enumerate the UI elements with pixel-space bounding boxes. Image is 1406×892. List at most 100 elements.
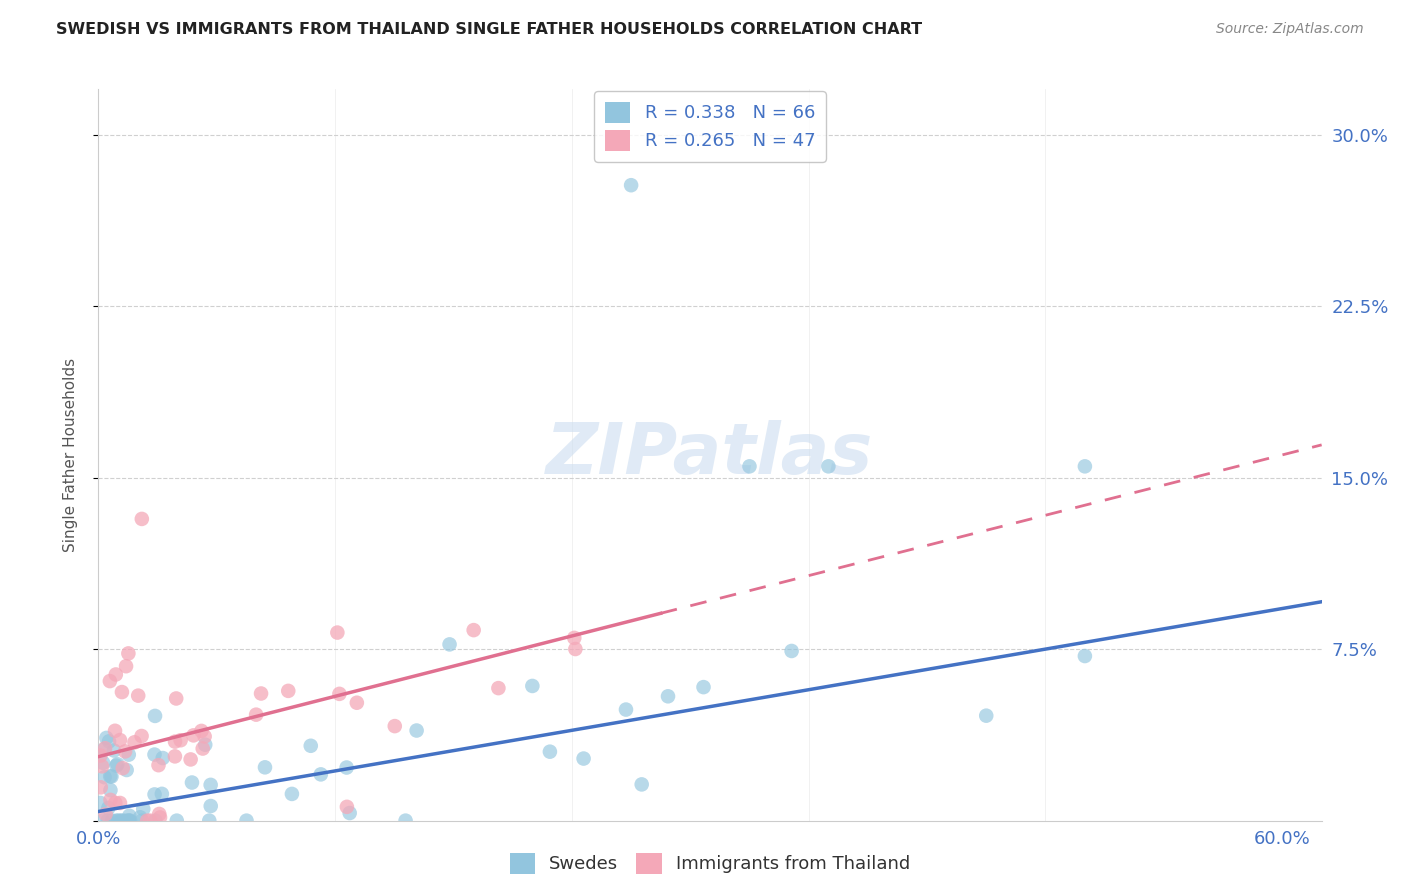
Point <box>115 763 138 777</box>
Point <box>98 674 121 689</box>
Point <box>100 770 122 784</box>
Point <box>780 644 803 658</box>
Point <box>94 741 117 756</box>
Point <box>657 690 679 704</box>
Point <box>91 756 114 770</box>
Point <box>522 679 544 693</box>
Point <box>129 810 152 824</box>
Point <box>336 760 359 774</box>
Point <box>339 805 361 820</box>
Point <box>149 810 172 824</box>
Point <box>1074 648 1097 663</box>
Point <box>194 738 217 752</box>
Point <box>738 459 761 474</box>
Point <box>191 741 214 756</box>
Point <box>277 684 299 698</box>
Point <box>630 777 652 791</box>
Point <box>200 799 222 814</box>
Point <box>100 783 122 797</box>
Point <box>309 767 332 781</box>
Point <box>93 742 115 756</box>
Point <box>93 770 115 784</box>
Point <box>89 748 111 763</box>
Point <box>115 659 138 673</box>
Point <box>105 757 128 772</box>
Point <box>131 814 153 828</box>
Text: SWEDISH VS IMMIGRANTS FROM THAILAND SINGLE FATHER HOUSEHOLDS CORRELATION CHART: SWEDISH VS IMMIGRANTS FROM THAILAND SING… <box>56 22 922 37</box>
Point <box>190 723 212 738</box>
Point <box>183 728 205 742</box>
Point <box>90 780 112 795</box>
Point <box>101 814 124 828</box>
Point <box>180 752 202 766</box>
Point <box>572 751 595 765</box>
Point <box>120 814 142 828</box>
Point <box>328 687 350 701</box>
Point <box>117 814 139 828</box>
Point <box>326 625 349 640</box>
Point <box>97 801 120 815</box>
Point <box>118 814 141 828</box>
Point <box>166 814 188 828</box>
Point <box>110 814 132 828</box>
Point <box>235 814 257 828</box>
Point <box>169 733 191 747</box>
Point <box>105 814 128 828</box>
Point <box>114 814 136 828</box>
Point <box>103 743 125 757</box>
Point <box>104 723 127 738</box>
Point <box>250 686 273 700</box>
Point <box>117 647 139 661</box>
Point <box>91 759 114 773</box>
Point <box>89 796 111 810</box>
Point <box>299 739 322 753</box>
Point <box>97 814 120 828</box>
Point <box>132 802 155 816</box>
Point <box>564 642 586 657</box>
Point <box>1074 459 1097 474</box>
Point <box>198 814 221 828</box>
Point <box>148 758 170 772</box>
Point <box>104 667 127 681</box>
Point <box>111 685 134 699</box>
Point <box>131 729 153 743</box>
Point <box>124 735 146 749</box>
Point <box>150 787 173 801</box>
Point <box>384 719 406 733</box>
Point <box>98 734 121 748</box>
Point <box>114 744 136 758</box>
Point <box>96 731 118 745</box>
Point <box>620 178 643 193</box>
Point <box>143 747 166 762</box>
Point <box>194 730 217 744</box>
Point <box>281 787 304 801</box>
Point <box>253 760 276 774</box>
Point <box>107 814 129 828</box>
Point <box>163 749 186 764</box>
Point <box>152 751 174 765</box>
Point <box>692 680 714 694</box>
Point <box>538 745 561 759</box>
Point <box>143 788 166 802</box>
Point <box>98 769 121 783</box>
Point <box>463 623 485 637</box>
Point <box>139 814 162 828</box>
Point <box>336 800 359 814</box>
Text: ZIPatlas: ZIPatlas <box>547 420 873 490</box>
Point <box>104 796 127 810</box>
Point <box>405 723 427 738</box>
Point <box>118 809 141 823</box>
Point <box>486 681 509 695</box>
Point <box>127 689 149 703</box>
Point <box>148 807 170 822</box>
Point <box>245 707 267 722</box>
Point <box>108 796 131 810</box>
Point <box>143 814 166 828</box>
Point <box>105 758 128 772</box>
Point <box>614 702 637 716</box>
Point <box>562 631 585 645</box>
Y-axis label: Single Father Households: Single Father Households <box>63 358 77 552</box>
Text: Source: ZipAtlas.com: Source: ZipAtlas.com <box>1216 22 1364 37</box>
Legend: Swedes, Immigrants from Thailand: Swedes, Immigrants from Thailand <box>502 846 918 881</box>
Point <box>108 733 131 747</box>
